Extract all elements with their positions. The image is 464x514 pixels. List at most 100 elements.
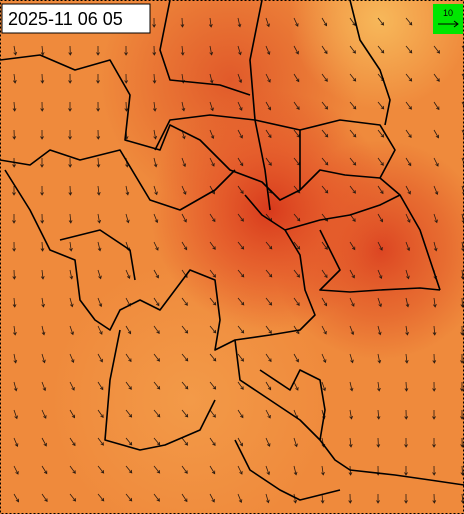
- wind-arrow: [377, 101, 385, 110]
- wind-arrow: [237, 493, 243, 504]
- wind-arrow: [321, 381, 326, 392]
- wind-arrow: [265, 241, 273, 250]
- wind-arrow: [349, 409, 353, 420]
- wind-arrow: [153, 493, 160, 502]
- wind-arrow: [40, 213, 45, 224]
- wind-arrow: [68, 73, 72, 84]
- wind-arrow: [125, 269, 131, 279]
- legend-box: [433, 4, 463, 34]
- wind-arrow: [97, 381, 104, 391]
- wind-arrow: [41, 493, 48, 503]
- wind-arrow: [349, 185, 356, 194]
- wind-arrow: [405, 325, 409, 336]
- wind-arrow: [125, 465, 133, 474]
- wind-arrow: [96, 45, 100, 56]
- wind-arrow: [321, 297, 328, 307]
- wind-arrow: [181, 157, 187, 168]
- wind-arrow: [349, 241, 356, 251]
- wind-arrow: [209, 73, 214, 84]
- wind-arrow: [41, 381, 47, 392]
- wind-arrow: [293, 353, 299, 363]
- wind-arrow: [41, 437, 47, 447]
- wind-arrow: [209, 241, 216, 250]
- wind-arrow: [433, 129, 439, 139]
- wind-arrow: [97, 493, 105, 502]
- wind-arrow: [377, 129, 385, 138]
- wind-arrow: [433, 297, 437, 308]
- wind-arrow: [13, 381, 18, 392]
- wind-arrow: [349, 325, 355, 336]
- border: [159, 0, 251, 96]
- wind-arrow: [265, 297, 273, 306]
- wind-arrow: [348, 493, 353, 504]
- wind-arrow: [321, 465, 325, 476]
- border: [59, 229, 136, 281]
- wind-arrow: [180, 17, 185, 28]
- wind-arrow: [349, 73, 357, 82]
- wind-arrow: [97, 353, 103, 363]
- wind-arrow: [404, 381, 409, 392]
- wind-arrow: [237, 465, 243, 475]
- border: [234, 439, 341, 501]
- wind-arrow: [237, 381, 244, 390]
- wind-arrow: [433, 45, 441, 54]
- wind-arrow: [12, 73, 17, 84]
- legend-label: 10: [443, 8, 453, 18]
- wind-arrow: [405, 129, 412, 139]
- wind-arrow: [237, 353, 245, 362]
- wind-arrow: [68, 213, 73, 224]
- wind-arrow: [376, 493, 380, 504]
- wind-arrow: [40, 129, 44, 140]
- wind-arrow: [97, 437, 104, 446]
- wind-arrow: [209, 45, 214, 56]
- wind-arrow: [125, 213, 130, 224]
- wind-arrow: [377, 269, 383, 279]
- wind-arrow: [265, 73, 271, 83]
- wind-arrow: [265, 45, 271, 56]
- wind-arrow: [181, 325, 189, 334]
- wind-arrow: [69, 465, 76, 474]
- wind-arrow: [12, 129, 17, 140]
- wind-arrow: [265, 409, 271, 419]
- wind-arrow: [237, 73, 243, 84]
- wind-arrow: [69, 493, 77, 502]
- wind-arrow: [40, 185, 44, 196]
- wind-arrow: [125, 325, 132, 335]
- wind-arrow: [293, 241, 301, 250]
- wind-arrow: [432, 465, 436, 476]
- wind-arrow: [237, 129, 243, 139]
- wind-arrow: [405, 297, 410, 308]
- wind-arrow: [237, 437, 243, 447]
- wind-arrow: [377, 157, 384, 166]
- wind-arrow: [377, 325, 382, 336]
- wind-arrow: [68, 101, 72, 112]
- wind-arrow: [153, 297, 160, 307]
- wind-arrow: [377, 17, 385, 26]
- wind-arrow: [69, 269, 74, 280]
- wind-arrow: [237, 213, 244, 222]
- wind-arrow: [377, 297, 382, 308]
- wind-arrow: [265, 157, 272, 166]
- wind-arrow: [433, 101, 440, 111]
- wind-arrow: [321, 101, 329, 110]
- wind-arrow: [209, 409, 216, 418]
- wind-arrow: [69, 353, 75, 363]
- wind-arrow: [349, 129, 357, 138]
- wind-arrow: [181, 437, 189, 446]
- wind-arrow: [209, 157, 215, 167]
- wind-arrow: [68, 185, 73, 196]
- wind-arrow: [460, 409, 464, 420]
- wind-arrow: [12, 269, 17, 280]
- wind-arrow: [153, 213, 159, 224]
- wind-arrow: [265, 325, 272, 334]
- wind-arrow: [377, 45, 385, 54]
- wind-arrow: [209, 381, 217, 390]
- wind-arrow: [265, 493, 270, 504]
- wind-arrow: [237, 269, 245, 278]
- wind-arrow: [432, 353, 437, 364]
- wind-arrow: [265, 269, 273, 278]
- wind-arrow: [209, 437, 216, 447]
- wind-arrow: [181, 213, 187, 223]
- wind-arrow: [349, 157, 357, 166]
- wind-arrow: [404, 437, 408, 448]
